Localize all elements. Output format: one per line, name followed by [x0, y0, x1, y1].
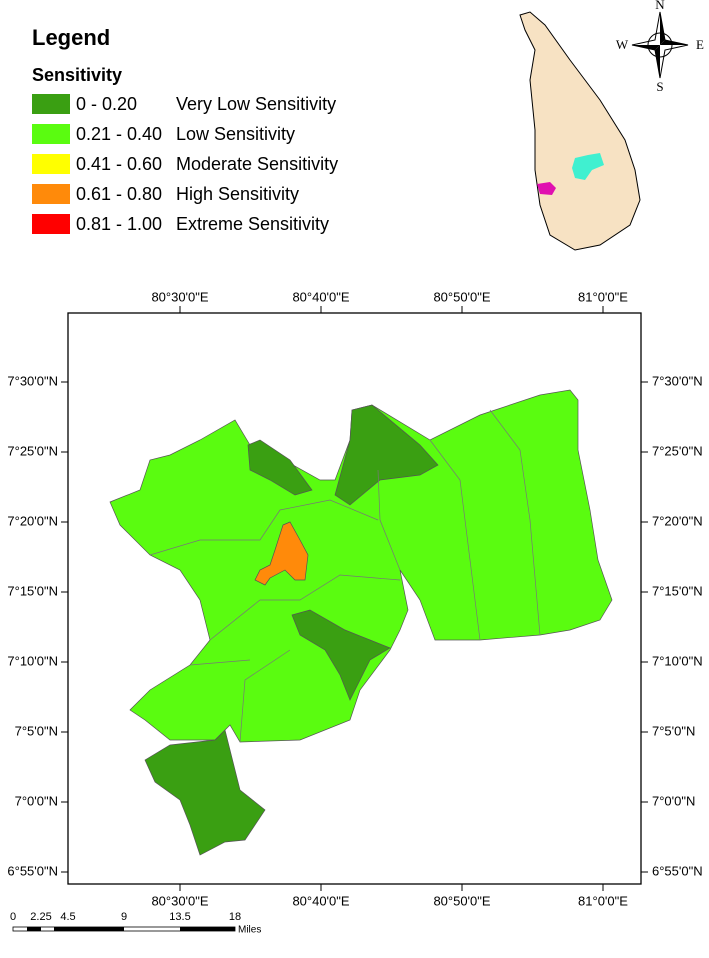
legend-swatch [32, 214, 70, 234]
scale-label: 4.5 [60, 911, 75, 923]
left-label: 7°30'0"N [7, 373, 58, 388]
top-label: 80°30'0"E [151, 289, 208, 304]
left-label: 7°0'0"N [15, 793, 58, 808]
legend-range: 0.61 - 0.80 [76, 184, 162, 204]
legend-label: Moderate Sensitivity [176, 154, 338, 174]
right-label: 6°55'0"N [652, 863, 703, 878]
legend-title: Legend [32, 25, 110, 50]
legend-range: 0.21 - 0.40 [76, 124, 162, 144]
compass: N S E W [616, 0, 704, 94]
right-label: 7°30'0"N [652, 373, 703, 388]
compass-w: W [616, 37, 629, 52]
right-label: 7°5'0"N [652, 723, 695, 738]
legend-label: High Sensitivity [176, 184, 299, 204]
region [334, 404, 439, 506]
top-label: 80°40'0"E [292, 289, 349, 304]
inset-map [519, 11, 641, 251]
regions [109, 389, 613, 856]
region [254, 521, 309, 586]
compass-n: N [655, 0, 665, 12]
scale-label: 0 [10, 911, 16, 923]
scale-label: 9 [121, 911, 127, 923]
right-label: 7°25'0"N [652, 443, 703, 458]
region [144, 729, 266, 856]
right-label: 7°0'0"N [652, 793, 695, 808]
legend-label: Low Sensitivity [176, 124, 295, 144]
boundary [149, 409, 541, 743]
scale-label: 2.25 [30, 911, 51, 923]
legend-range: 0 - 0.20 [76, 94, 137, 114]
study-area [572, 153, 604, 180]
right-label: 7°15'0"N [652, 583, 703, 598]
district [537, 182, 556, 195]
compass-s: S [656, 79, 663, 94]
left-label: 7°10'0"N [7, 653, 58, 668]
left-label: 7°20'0"N [7, 513, 58, 528]
scale-label: 18 [229, 911, 241, 923]
legend: 0 - 0.20 Very Low Sensitivity 0.21 - 0.40 L… [32, 94, 338, 234]
graticule: 80°30'0"E 80°40'0"E 80°50'0"E 81°0'0"E 80°30… [7, 289, 702, 908]
bottom-label: 80°50'0"E [433, 893, 490, 908]
right-label: 7°10'0"N [652, 653, 703, 668]
legend-label: Very Low Sensitivity [176, 94, 336, 114]
left-label: 6°55'0"N [7, 863, 58, 878]
bottom-label: 81°0'0"E [578, 893, 628, 908]
legend-subtitle: Sensitivity [32, 65, 122, 85]
top-label: 80°50'0"E [433, 289, 490, 304]
right-label: 7°20'0"N [652, 513, 703, 528]
legend-swatch [32, 94, 70, 114]
scale-unit: Miles [238, 925, 261, 936]
region [247, 439, 313, 496]
legend-label: Extreme Sensitivity [176, 214, 329, 234]
compass-e: E [696, 37, 704, 52]
legend-swatch [32, 154, 70, 174]
region [291, 609, 391, 701]
left-label: 7°5'0"N [15, 723, 58, 738]
left-label: 7°25'0"N [7, 443, 58, 458]
left-label: 7°15'0"N [7, 583, 58, 598]
legend-swatch [32, 184, 70, 204]
legend-swatch [32, 124, 70, 144]
scale-label: 13.5 [169, 911, 190, 923]
legend-range: 0.81 - 1.00 [76, 214, 162, 234]
bottom-label: 80°40'0"E [292, 893, 349, 908]
bottom-label: 80°30'0"E [151, 893, 208, 908]
scale-bar: 0 2.25 4.5 9 13.5 18 Miles [10, 911, 261, 936]
top-label: 81°0'0"E [578, 289, 628, 304]
legend-range: 0.41 - 0.60 [76, 154, 162, 174]
